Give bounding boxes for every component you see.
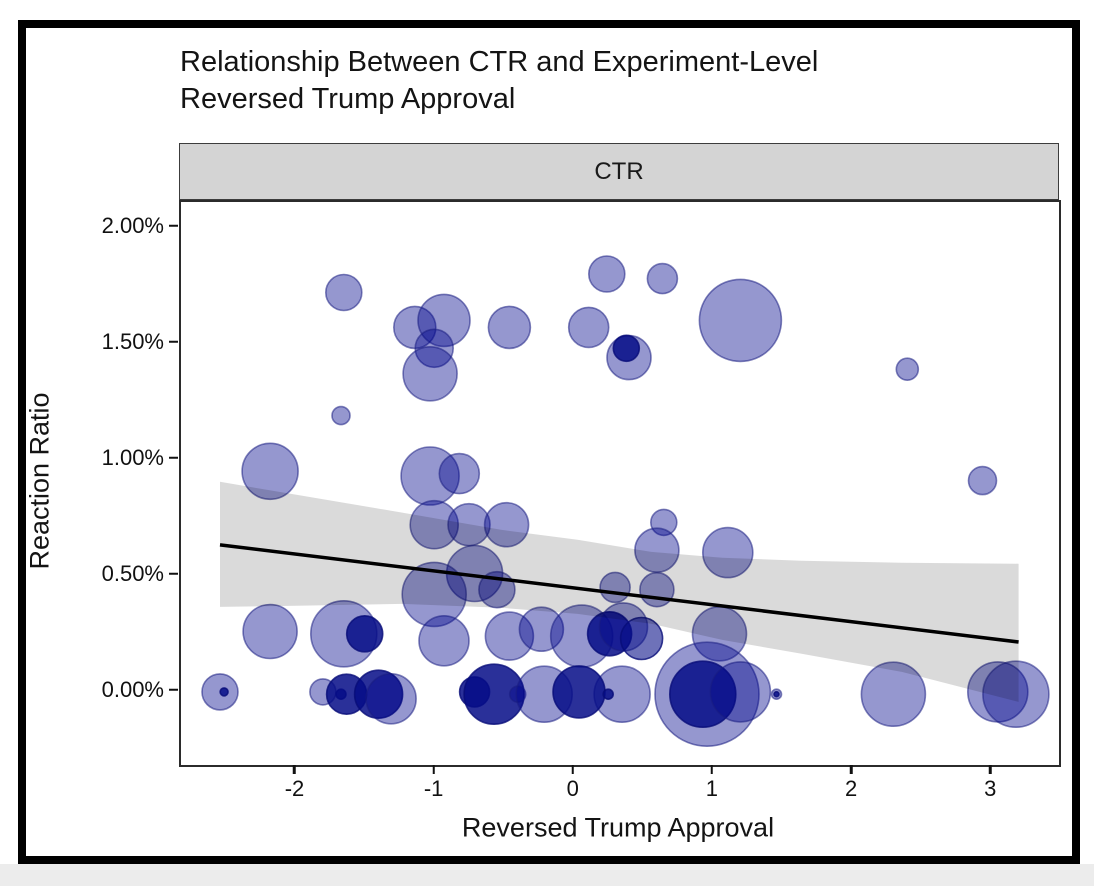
- y-tick-label: 1.50%: [101, 328, 164, 354]
- y-tick-label: 1.00%: [101, 444, 164, 470]
- bubble: [409, 499, 459, 550]
- bubble: [982, 660, 1050, 729]
- page-bottom-strip: [0, 864, 1094, 886]
- y-tick-mark: [169, 224, 178, 227]
- bubble: [698, 278, 783, 363]
- y-tick-mark: [169, 688, 178, 692]
- bubble: [619, 616, 664, 661]
- bubble: [567, 306, 610, 349]
- x-tick-label: -2: [284, 776, 305, 801]
- bubble: [402, 346, 458, 402]
- x-tick-mark: [432, 765, 435, 774]
- bubble: [487, 305, 532, 350]
- chart-title: Relationship Between CTR and Experiment-…: [180, 44, 818, 118]
- bubble: [418, 614, 470, 667]
- x-tick-label: 2: [844, 776, 858, 801]
- bubble: [242, 603, 298, 660]
- bubble: [709, 661, 772, 723]
- bubble: [552, 665, 606, 719]
- y-tick-mark: [169, 340, 178, 343]
- bubble: [219, 687, 229, 697]
- y-tick-label: 0.00%: [101, 676, 164, 702]
- bubble: [414, 328, 454, 369]
- x-tick-mark: [571, 765, 575, 774]
- bubble: [701, 526, 754, 579]
- y-tick-label: 2.00%: [101, 212, 164, 238]
- facet-strip: CTR: [179, 143, 1059, 200]
- bubble: [400, 446, 460, 506]
- bubble: [438, 452, 481, 495]
- x-tick-label: 3: [984, 776, 997, 801]
- x-axis-title: Reversed Trump Approval: [461, 812, 775, 843]
- chart-title-line-2: Reversed Trump Approval: [180, 83, 516, 115]
- x-tick-label: 1: [705, 776, 719, 801]
- x-tick-mark: [988, 765, 992, 774]
- bubble: [463, 663, 525, 726]
- chart-title-line-1: Relationship Between CTR and Experiment-…: [180, 46, 819, 78]
- x-tick-mark: [293, 765, 296, 774]
- bubble: [401, 561, 467, 628]
- bubble: [483, 501, 530, 548]
- bubble: [241, 442, 299, 501]
- bubble: [612, 334, 641, 363]
- bubble: [325, 273, 363, 312]
- bubble: [365, 672, 417, 725]
- x-tick-mark: [849, 765, 853, 774]
- bubble: [484, 611, 535, 661]
- bubble: [345, 614, 384, 653]
- trend-line: [219, 543, 1019, 644]
- facet-strip-label: CTR: [594, 157, 644, 185]
- x-tick-label: 0: [566, 776, 579, 801]
- bubble: [773, 690, 780, 698]
- y-tick-mark: [169, 456, 178, 459]
- bubble: [895, 357, 920, 381]
- bubble: [417, 293, 471, 348]
- chart-svg: [201, 255, 1050, 748]
- bubble: [331, 405, 351, 426]
- x-tick-label: -1: [423, 776, 444, 801]
- y-tick-label: 0.50%: [101, 560, 164, 586]
- bubble: [967, 465, 998, 496]
- bubble: [602, 688, 615, 701]
- bubble: [518, 606, 565, 653]
- bubble: [860, 661, 927, 728]
- bubble: [587, 255, 626, 293]
- y-axis-title: Reaction Ratio: [24, 392, 55, 570]
- y-tick-mark: [169, 572, 178, 576]
- x-tick-mark: [710, 765, 714, 774]
- bubble: [668, 660, 737, 729]
- bubble: [646, 262, 679, 295]
- plot-panel: [179, 200, 1061, 767]
